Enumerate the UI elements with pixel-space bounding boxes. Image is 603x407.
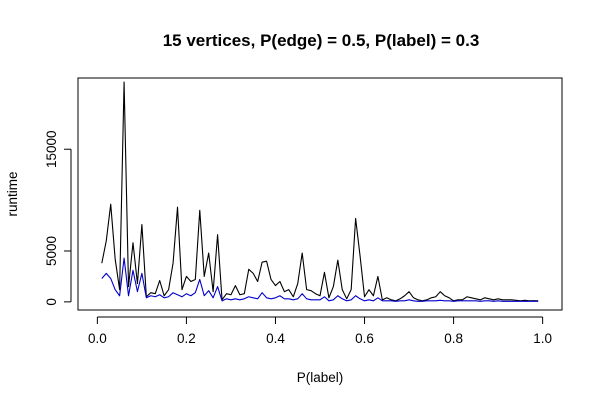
x-axis: 0.0 0.2 0.4 0.6 0.8 1.0 xyxy=(88,316,552,346)
x-tick-label: 0.0 xyxy=(88,331,107,346)
series-line-1 xyxy=(101,81,539,302)
y-tick-label: 5000 xyxy=(44,236,59,266)
y-tick-label: 0 xyxy=(44,298,59,306)
x-tick-label: 1.0 xyxy=(533,331,552,346)
x-axis-label: P(label) xyxy=(297,370,344,385)
series-layer xyxy=(101,81,539,302)
chart-title: 15 vertices, P(edge) = 0.5, P(label) = 0… xyxy=(163,31,480,50)
x-tick-label: 0.2 xyxy=(177,331,196,346)
x-tick-label: 0.6 xyxy=(355,331,374,346)
y-tick-label: 15000 xyxy=(44,130,59,168)
y-axis: 0 5000 15000 xyxy=(44,130,72,306)
y-axis-label: runtime xyxy=(5,171,20,216)
series-line-2 xyxy=(101,257,539,302)
x-tick-label: 0.4 xyxy=(266,331,285,346)
x-tick-label: 0.8 xyxy=(444,331,463,346)
plot-frame xyxy=(77,77,563,311)
